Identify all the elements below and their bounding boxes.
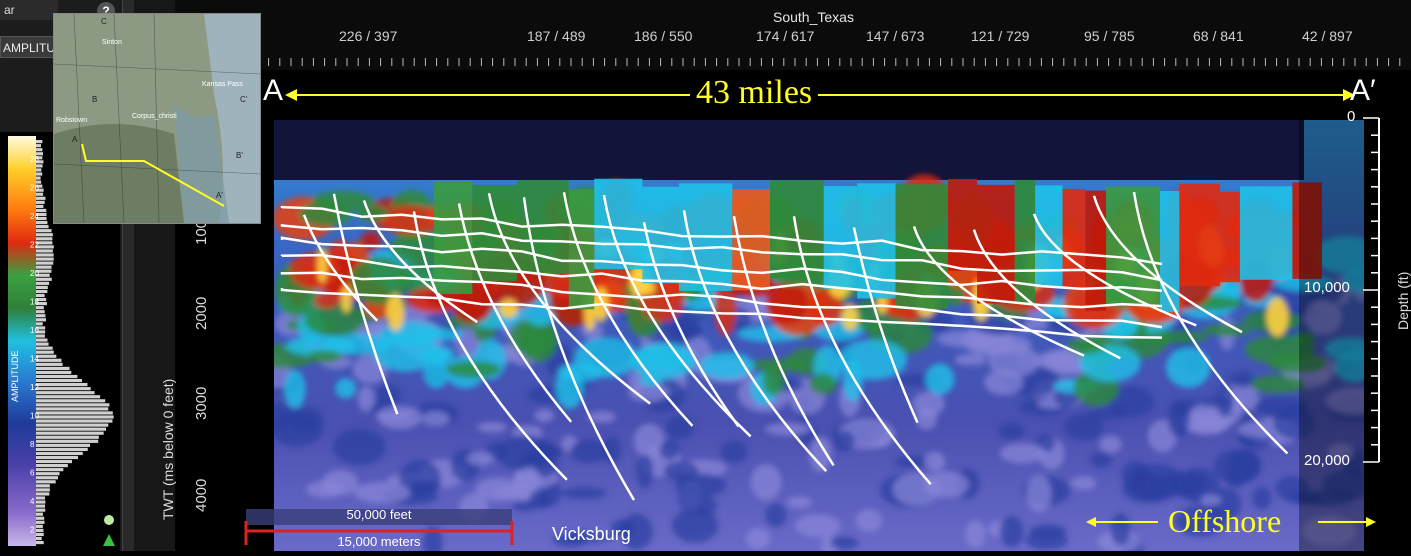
histogram-tick: 20 <box>30 269 39 278</box>
offshore-label: Offshore <box>1168 503 1281 540</box>
map-place: Robstown <box>56 117 87 124</box>
distance-arrow <box>285 80 1355 110</box>
histogram-tick: 8 <box>30 440 35 449</box>
survey-name: South_Texas <box>773 9 854 25</box>
trace-label: 42 / 897 <box>1302 28 1353 44</box>
histogram-tick: 2 <box>30 526 35 535</box>
map-place: A <box>72 135 78 144</box>
map-place: C <box>101 17 107 26</box>
histogram-tick: 26 <box>30 184 39 193</box>
scale-feet-label: 50,000 feet <box>246 507 512 522</box>
histogram-tick: 16 <box>30 326 39 335</box>
map-place: Sinton <box>102 39 122 46</box>
distance-label: 43 miles <box>690 74 818 112</box>
location-map-inset: C Sinton Kansas Pass C' B Robstown Corpu… <box>53 13 261 224</box>
histogram-tick: 4 <box>30 497 35 506</box>
depth-tick: 10,000 <box>1304 279 1350 296</box>
trace-label: 226 / 397 <box>339 28 397 44</box>
trace-label: 68 / 841 <box>1193 28 1244 44</box>
histogram-tick: 22 <box>30 241 39 250</box>
threshold-marker-icon[interactable] <box>103 534 115 546</box>
color-bar <box>8 136 36 546</box>
panel-title: ar <box>0 0 58 20</box>
trace-label: 174 / 617 <box>756 28 814 44</box>
map-place: B' <box>236 151 243 160</box>
histogram-tick: 28 <box>30 155 39 164</box>
seismic-svg <box>274 120 1364 551</box>
depth-tick: 20,000 <box>1304 452 1350 469</box>
section-end-label: A′ <box>1350 74 1376 108</box>
trace-label: 187 / 489 <box>527 28 585 44</box>
histogram-tick: 14 <box>30 355 39 364</box>
histogram-tick: 24 <box>30 212 39 221</box>
attribute-select[interactable]: AMPLITU <box>0 36 56 58</box>
histogram-axis-label: AMPLITUDE <box>10 350 20 402</box>
twt-axis-label: TWT (ms below 0 feet) <box>160 379 176 520</box>
section-start-label: A <box>263 74 283 108</box>
twt-tick: 4000 <box>193 479 210 512</box>
map-place: Corpus_christi <box>132 113 177 120</box>
twt-tick: 2000 <box>193 297 210 330</box>
depth-tick: 0 <box>1347 108 1355 125</box>
trace-label: 121 / 729 <box>971 28 1029 44</box>
map-place: A' <box>216 191 223 200</box>
vicksburg-label: Vicksburg <box>552 524 631 545</box>
map-place: B <box>92 95 97 104</box>
zoom-icon[interactable] <box>104 515 114 525</box>
histogram-tick: 6 <box>30 469 35 478</box>
histogram-tick: 18 <box>30 298 39 307</box>
histogram-tick: 12 <box>30 383 39 392</box>
seismic-section <box>274 120 1364 551</box>
trace-label: 147 / 673 <box>866 28 924 44</box>
histogram-tick: 10 <box>30 412 39 421</box>
trace-label: 186 / 550 <box>634 28 692 44</box>
map-svg: C Sinton Kansas Pass C' B Robstown Corpu… <box>54 14 260 223</box>
scale-meters-label: 15,000 meters <box>246 534 512 549</box>
trace-label: 95 / 785 <box>1084 28 1135 44</box>
map-place: C' <box>240 95 248 104</box>
depth-axis-label: Depth (ft) <box>1395 272 1411 330</box>
map-place: Kansas Pass <box>202 81 243 88</box>
twt-tick: 3000 <box>193 387 210 420</box>
